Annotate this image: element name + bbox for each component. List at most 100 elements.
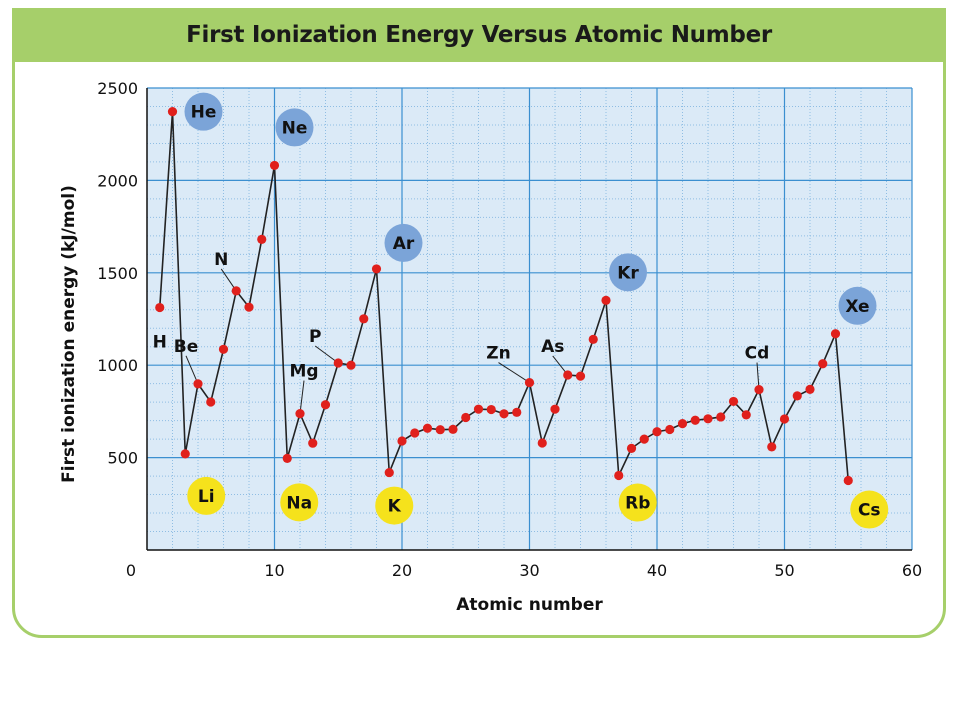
data-point [435,425,445,435]
data-point [371,264,382,274]
element-label: N [214,250,228,270]
element-label: Cs [858,501,881,521]
data-point [537,438,547,448]
data-point [703,414,713,424]
element-label: K [388,497,402,517]
noble-gas-badge [838,286,877,325]
data-point [741,410,751,420]
data-point [359,314,369,324]
element-label: Cd [745,344,770,364]
data-point [512,407,522,417]
label-leader-line [185,355,199,385]
data-point [665,424,675,435]
chart-title: First Ionization Energy Versus Atomic Nu… [186,22,772,48]
data-point [588,334,598,344]
element-label: Na [286,493,312,513]
data-point [716,412,726,422]
data-point [167,107,178,117]
element-label: P [309,327,321,347]
y-tick-label: 500 [107,449,138,468]
data-point [639,434,649,444]
element-label: Xe [845,297,869,317]
y-tick-label: 2500 [97,79,138,98]
label-leader-line [299,380,305,414]
data-point [320,400,331,410]
data-point [346,360,356,370]
data-point [499,409,509,419]
data-point [461,412,471,423]
data-point [397,436,407,446]
data-point [767,442,777,452]
x-tick-label: 60 [902,561,922,580]
data-point [563,370,573,380]
x-axis-label: Atomic number [456,595,603,615]
x-tick-label: 20 [392,561,412,580]
data-point [652,427,662,437]
alkali-metal-badge [187,476,226,515]
data-point [677,418,688,429]
data-point [805,384,815,395]
data-point [410,428,420,438]
x-tick-label: 50 [774,561,794,580]
data-point [843,475,853,486]
element-label: He [191,103,217,123]
y-tick-label: 1500 [97,264,138,283]
element-label: Rb [625,494,650,514]
alkali-metal-badge [280,483,319,522]
element-label: As [541,337,564,357]
data-point [614,470,624,481]
data-point [333,358,343,368]
data-point [792,391,802,401]
y-tick-label: 1000 [97,356,138,375]
data-point [575,371,586,381]
x-tick-label: 30 [519,561,539,580]
label-leader-line [498,362,530,383]
data-point [779,414,790,424]
x-tick-label: 0 [126,561,136,580]
data-point [754,384,764,395]
element-label: Ne [282,118,308,138]
data-point [295,409,305,419]
element-label: Ar [393,234,415,254]
data-point [486,404,496,415]
noble-gas-badge [384,223,423,262]
element-label: Zn [486,344,510,364]
alkali-metal-badge [375,486,414,525]
x-tick-label: 10 [264,561,284,580]
data-point [728,396,739,407]
label-leader-line [314,345,339,364]
data-point [282,453,292,463]
data-point [257,234,267,244]
data-point [269,160,280,171]
data-point [193,379,203,389]
y-axis-label: First ionization energy (kJ/mol) [59,185,79,483]
element-label: Be [174,337,199,357]
data-point [626,443,637,453]
x-tick-label: 40 [647,561,667,580]
data-point [180,449,190,459]
data-point [448,424,458,434]
element-label: Li [198,487,215,507]
noble-gas-badge [184,92,223,131]
data-point [384,467,394,478]
data-point [308,438,318,448]
alkali-metal-badge [850,490,889,529]
element-label: Mg [289,362,318,382]
data-point [830,329,841,339]
data-point [601,295,611,305]
noble-gas-badge [609,253,647,292]
noble-gas-badge [275,108,314,147]
data-point [550,404,560,414]
data-point [206,397,216,407]
alkali-metal-badge [618,483,657,522]
y-tick-label: 2000 [97,171,138,190]
data-point [422,423,433,433]
data-point [473,404,484,414]
data-point [244,302,254,312]
data-point [690,415,700,425]
element-label: Kr [617,263,639,283]
data-point [155,302,165,313]
data-point [231,286,241,296]
chart-title-bar: First Ionization Energy Versus Atomic Nu… [12,8,946,62]
